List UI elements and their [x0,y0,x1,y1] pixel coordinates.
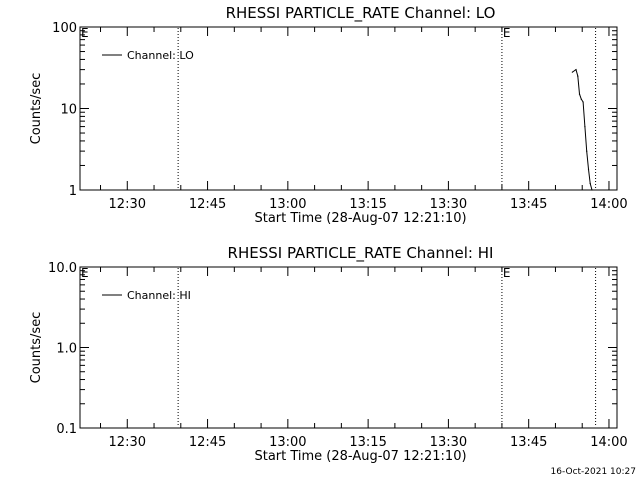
chart-panel-2: RHESSI PARTICLE_RATE Channel: HI 0.1 1.0 10… [29,244,628,464]
x-tick-label: 13:15 [349,435,386,450]
data-point [571,71,574,73]
x-tick-label: 12:45 [189,435,226,450]
y-tick-label: 10.0 [48,261,77,276]
event-marker-label: E [503,266,511,280]
data-point [577,75,579,77]
y-axis-label: Counts/sec [29,312,44,384]
x-tick-label: 12:30 [109,197,146,212]
y-tick-label: 10 [60,103,77,118]
series-line [572,68,593,191]
event-marker-label: E [81,26,89,40]
data-point [586,150,588,152]
data-point [589,182,591,185]
y-tick-label: 0.1 [56,422,77,437]
x-tick-label: 14:00 [590,197,627,212]
x-tick-label: 13:00 [269,435,306,450]
data-point [578,93,581,95]
x-tick-label: 13:45 [510,435,547,450]
y-tick-label: 1 [69,184,77,199]
data-point [584,126,586,128]
x-tick-label: 13:30 [430,197,467,212]
x-tick-label: 13:00 [269,197,306,212]
legend-entry: Channel: LO [127,49,194,62]
x-tick-label: 14:00 [590,435,627,450]
x-tick-label: 12:30 [109,435,146,450]
data-point [587,168,590,170]
data-point [591,189,593,191]
x-axis-label: Start Time (28-Aug-07 12:21:10) [254,449,466,464]
y-axis-label: Counts/sec [29,73,44,145]
footer-timestamp: 16-Oct-2021 10:27 [551,467,636,477]
data-point [580,98,582,100]
x-tick-label: 13:45 [510,197,547,212]
x-axis-label: Start Time (28-Aug-07 12:21:10) [254,211,466,226]
x-tick-label: 12:45 [189,197,226,212]
chart-panel-1: RHESSI PARTICLE_RATE Channel: LO 1 10 100 12… [29,4,628,226]
event-marker-label: E [81,266,89,280]
legend-entry: Channel: HI [127,289,191,302]
data-point [582,101,584,103]
data-point [575,69,577,71]
event-marker-label: E [503,26,511,40]
x-tick-label: 13:15 [349,197,386,212]
x-tick-label: 13:30 [430,435,467,450]
y-tick-label: 100 [52,21,77,36]
chart-title: RHESSI PARTICLE_RATE Channel: LO [226,4,496,23]
y-tick-label: 1.0 [56,342,77,357]
chart-title: RHESSI PARTICLE_RATE Channel: HI [228,244,494,263]
